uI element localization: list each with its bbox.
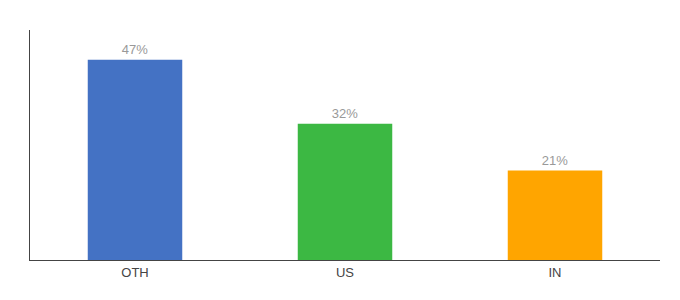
svg-text:21%: 21% [542, 153, 568, 168]
svg-text:32%: 32% [332, 106, 358, 121]
svg-text:47%: 47% [122, 42, 148, 57]
svg-text:IN: IN [549, 265, 562, 280]
svg-text:OTH: OTH [121, 265, 148, 280]
svg-text:US: US [336, 265, 354, 280]
